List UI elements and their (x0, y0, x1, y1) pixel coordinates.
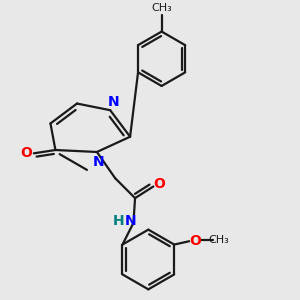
Text: N: N (124, 214, 136, 228)
Text: H: H (113, 214, 124, 228)
Text: O: O (153, 177, 165, 191)
Text: N: N (108, 95, 119, 109)
Text: N: N (93, 155, 104, 169)
Text: O: O (189, 234, 201, 248)
Text: O: O (21, 146, 32, 160)
Text: CH₃: CH₃ (208, 235, 230, 245)
Text: CH₃: CH₃ (151, 3, 172, 13)
